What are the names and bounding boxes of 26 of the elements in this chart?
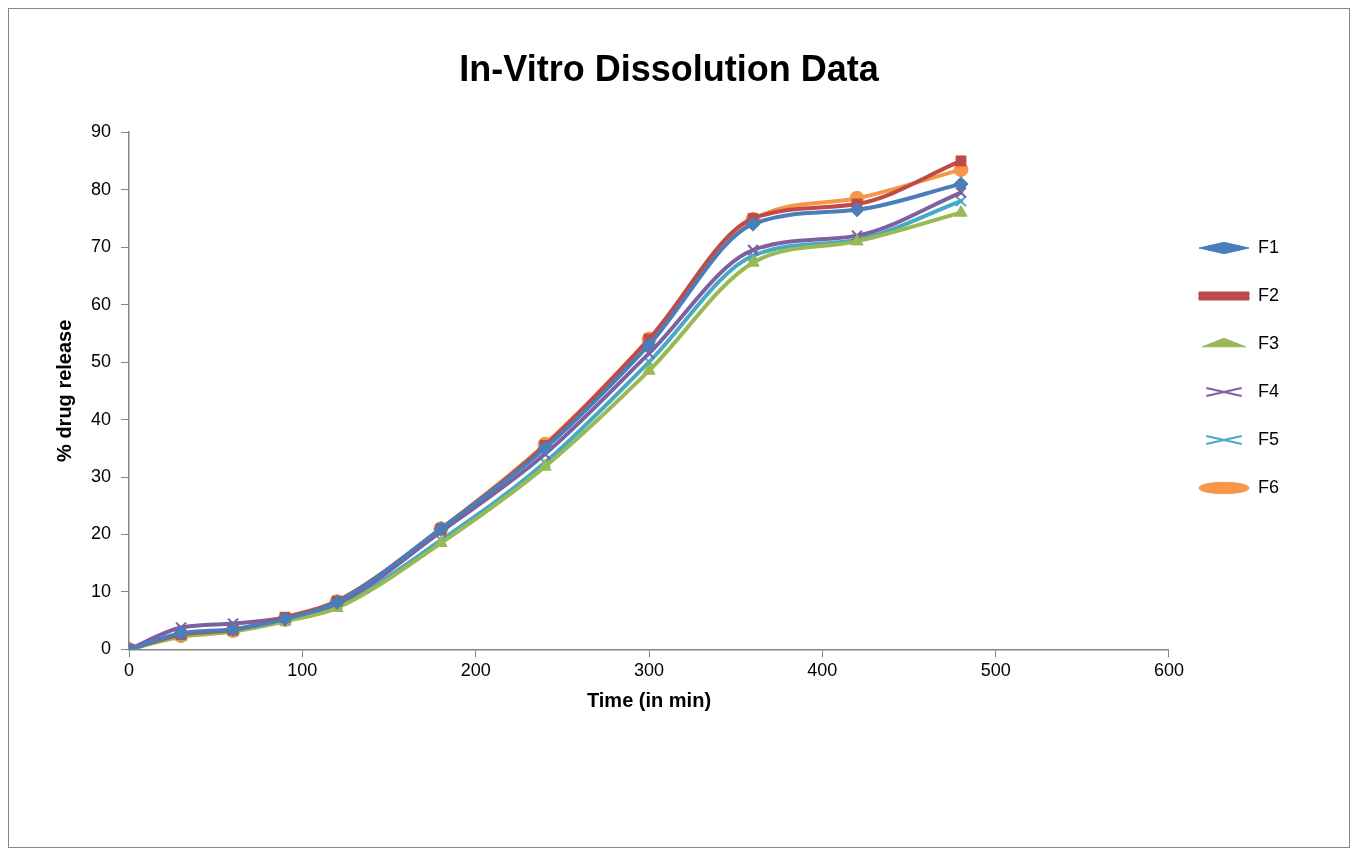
y-axis-title: % drug release [52,319,75,462]
x-tick-label: 300 [633,660,665,681]
y-tick-label: 10 [90,580,112,601]
y-tick-label: 20 [90,523,112,544]
y-tick-label: 70 [90,236,112,257]
legend-label: F4 [1257,380,1280,401]
x-tick-label: 200 [460,660,491,681]
x-tick-label: 500 [980,660,1011,681]
y-tick-label: 60 [90,293,112,314]
x-tick-label: 0 [124,660,135,681]
chart-title: In-Vitro Dissolution Data [459,47,880,89]
y-tick-label: 80 [90,178,112,199]
legend-label: F6 [1257,476,1280,497]
y-tick-label: 30 [90,465,112,486]
x-tick-label: 400 [807,660,838,681]
x-tick-label: 600 [1153,660,1185,681]
y-tick-label: 0 [101,638,112,659]
legend-label: F1 [1257,236,1280,257]
x-tick-label: 100 [287,660,318,681]
x-axis-title: Time (in min) [586,688,712,711]
y-tick-label: 50 [90,351,112,372]
y-tick-label: 40 [90,408,112,429]
legend-label: F5 [1257,428,1280,449]
y-tick-label: 90 [90,121,112,142]
legend-label: F2 [1257,284,1280,305]
legend-label: F3 [1257,332,1280,353]
